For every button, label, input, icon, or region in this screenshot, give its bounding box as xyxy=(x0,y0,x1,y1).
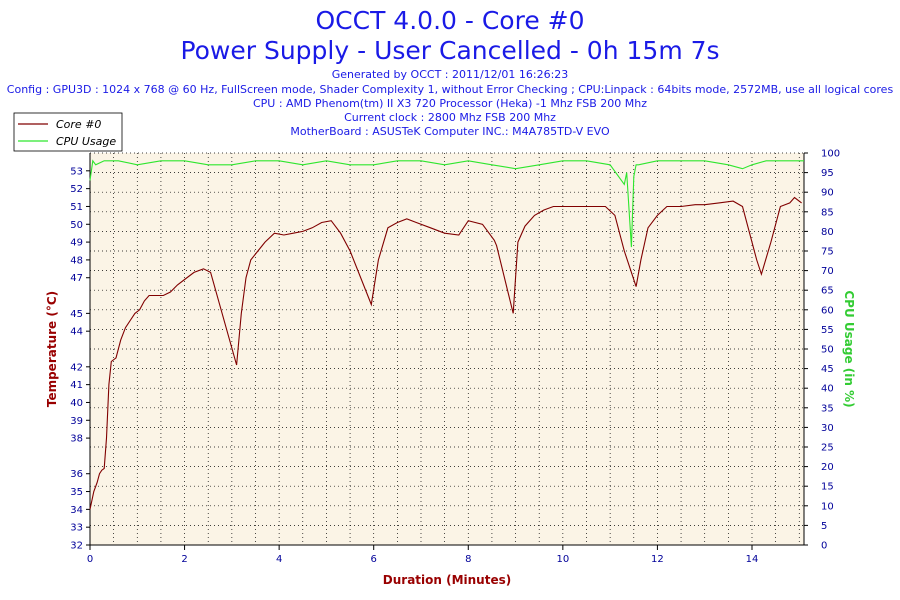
y-tick-label-left: 39 xyxy=(70,416,83,427)
y-tick-label-right: 35 xyxy=(821,403,834,414)
legend-label: CPU Usage xyxy=(56,135,116,148)
legend-box xyxy=(13,112,123,152)
y-tick-label-left: 50 xyxy=(70,220,83,231)
y-tick-label-left: 47 xyxy=(70,273,83,284)
y-tick-label-right: 25 xyxy=(821,443,834,454)
info-clock: Current clock : 2800 Mhz FSB 200 Mhz xyxy=(344,111,556,124)
y-tick-label-left: 51 xyxy=(70,202,83,213)
y-tick-label-right: 90 xyxy=(821,188,834,199)
x-tick-label: 0 xyxy=(87,554,93,565)
x-tick-label: 10 xyxy=(556,554,569,565)
y-tick-label-left: 40 xyxy=(70,398,83,409)
x-tick-label: 4 xyxy=(276,554,282,565)
y-tick-label-right: 10 xyxy=(821,501,834,512)
y-tick-label-right: 75 xyxy=(821,247,834,258)
y-tick-label-left: 42 xyxy=(70,362,83,373)
y-tick-label-left: 34 xyxy=(70,505,83,516)
series-line-core0 xyxy=(89,196,802,510)
info-generated: Generated by OCCT : 2011/12/01 16:26:23 xyxy=(331,68,569,81)
y-tick-label-right: 45 xyxy=(821,364,834,375)
x-tick-label: 6 xyxy=(371,554,377,565)
y-tick-label-right: 40 xyxy=(821,384,834,395)
info-config: Config : GPU3D : 1024 x 768 @ 60 Hz, Ful… xyxy=(6,83,894,96)
y-tick-label-left: 32 xyxy=(70,541,83,552)
y-tick-label-right: 5 xyxy=(821,521,827,532)
y-axis-label-left: Temperature (°C) xyxy=(45,291,59,407)
y-tick-label-right: 60 xyxy=(821,305,834,316)
x-tick-label: 8 xyxy=(465,554,471,565)
y-tick-label-right: 15 xyxy=(821,482,834,493)
legend-label: Core #0 xyxy=(56,118,101,131)
y-tick-label-left: 35 xyxy=(70,487,83,498)
y-tick-label-left: 53 xyxy=(70,166,83,177)
y-tick-label-left: 36 xyxy=(70,469,83,480)
y-tick-label-left: 49 xyxy=(70,238,83,249)
y-tick-label-left: 48 xyxy=(70,255,83,266)
x-tick-label: 12 xyxy=(651,554,664,565)
x-axis-label: Duration (Minutes) xyxy=(383,573,511,587)
chart-subtitle: Power Supply - User Cancelled - 0h 15m 7… xyxy=(180,36,720,65)
y-tick-label-left: 33 xyxy=(70,523,83,534)
y-tick-label-right: 0 xyxy=(821,541,827,552)
y-tick-label-right: 70 xyxy=(821,266,834,277)
y-tick-label-right: 55 xyxy=(821,325,834,336)
chart-title: OCCT 4.0.0 - Core #0 xyxy=(315,6,585,35)
y-tick-label-right: 100 xyxy=(821,149,840,160)
y-tick-label-left: 38 xyxy=(70,434,83,445)
y-tick-label-right: 80 xyxy=(821,227,834,238)
info-motherboard: MotherBoard : ASUSTeK Computer INC.: M4A… xyxy=(290,125,610,138)
x-tick-label: 2 xyxy=(181,554,187,565)
y-tick-label-left: 45 xyxy=(70,309,83,320)
x-tick-label: 14 xyxy=(746,554,759,565)
info-cpu: CPU : AMD Phenom(tm) II X3 720 Processor… xyxy=(252,97,648,110)
y-tick-label-right: 50 xyxy=(821,345,834,356)
y-tick-label-right: 65 xyxy=(821,286,834,297)
y-tick-label-right: 85 xyxy=(821,207,834,218)
y-tick-label-left: 41 xyxy=(70,380,83,391)
y-tick-label-left: 52 xyxy=(70,184,83,195)
legend: Core #0 CPU Usage xyxy=(13,112,123,152)
y-tick-label-left: 44 xyxy=(70,327,83,338)
y-tick-label-right: 95 xyxy=(821,168,834,179)
y-tick-label-right: 30 xyxy=(821,423,834,434)
series-line-cpu-usage xyxy=(89,159,804,248)
y-tick-label-right: 20 xyxy=(821,462,834,473)
y-axis-label-right: CPU Usage (in %) xyxy=(842,290,856,407)
